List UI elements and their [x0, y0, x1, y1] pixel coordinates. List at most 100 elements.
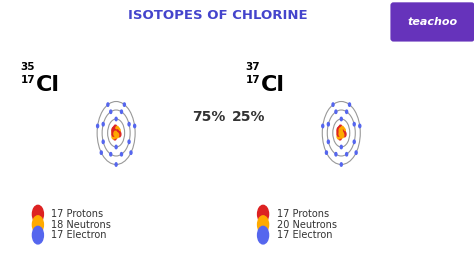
Text: 17: 17 [20, 76, 35, 85]
Ellipse shape [339, 127, 343, 133]
Ellipse shape [341, 130, 344, 135]
Ellipse shape [340, 117, 342, 121]
Ellipse shape [257, 216, 269, 234]
Ellipse shape [340, 128, 343, 133]
Ellipse shape [342, 132, 345, 137]
Ellipse shape [113, 128, 117, 134]
Ellipse shape [348, 103, 351, 106]
Ellipse shape [130, 151, 132, 154]
Ellipse shape [32, 216, 44, 234]
Text: Cl: Cl [261, 76, 285, 95]
Text: 17 Protons: 17 Protons [276, 209, 328, 219]
Text: Cl: Cl [36, 76, 60, 95]
Ellipse shape [343, 132, 346, 137]
Ellipse shape [112, 129, 115, 134]
Ellipse shape [337, 128, 340, 133]
Ellipse shape [114, 125, 117, 130]
Text: teachoo: teachoo [408, 17, 457, 27]
Ellipse shape [353, 140, 355, 143]
Ellipse shape [322, 124, 324, 128]
Ellipse shape [338, 130, 342, 135]
Ellipse shape [116, 130, 118, 135]
Ellipse shape [113, 130, 117, 135]
Ellipse shape [339, 133, 342, 138]
Ellipse shape [341, 126, 344, 132]
Text: 25%: 25% [232, 110, 265, 124]
Ellipse shape [337, 131, 340, 136]
Ellipse shape [340, 128, 343, 133]
Text: 20 Neutrons: 20 Neutrons [276, 220, 337, 230]
Text: 37: 37 [246, 62, 260, 72]
Ellipse shape [114, 127, 118, 133]
Ellipse shape [335, 110, 337, 114]
Ellipse shape [338, 135, 342, 140]
Ellipse shape [112, 131, 115, 136]
Ellipse shape [97, 124, 99, 128]
Ellipse shape [342, 128, 345, 134]
Ellipse shape [114, 130, 118, 135]
Ellipse shape [339, 125, 342, 130]
Ellipse shape [359, 124, 361, 128]
Ellipse shape [115, 131, 118, 136]
Ellipse shape [332, 103, 334, 106]
Ellipse shape [338, 133, 342, 138]
Ellipse shape [115, 132, 118, 138]
Ellipse shape [340, 145, 342, 149]
Ellipse shape [328, 123, 329, 126]
Ellipse shape [339, 131, 342, 136]
Ellipse shape [338, 127, 341, 132]
Ellipse shape [339, 130, 343, 135]
Ellipse shape [115, 127, 118, 132]
Ellipse shape [340, 130, 343, 136]
Ellipse shape [115, 163, 117, 166]
Ellipse shape [112, 129, 115, 135]
Ellipse shape [338, 128, 342, 134]
Ellipse shape [339, 128, 342, 133]
Text: 17: 17 [246, 76, 260, 85]
Ellipse shape [115, 128, 118, 133]
Ellipse shape [115, 131, 118, 136]
Ellipse shape [257, 205, 269, 223]
Ellipse shape [134, 124, 136, 128]
Ellipse shape [339, 131, 342, 136]
Ellipse shape [120, 110, 122, 114]
Ellipse shape [340, 131, 343, 136]
Ellipse shape [115, 128, 118, 133]
Ellipse shape [328, 140, 329, 143]
Ellipse shape [107, 103, 109, 106]
Ellipse shape [116, 126, 119, 132]
Ellipse shape [346, 152, 347, 156]
Text: 17 Protons: 17 Protons [51, 209, 103, 219]
Ellipse shape [32, 205, 44, 223]
Ellipse shape [257, 226, 269, 244]
Ellipse shape [335, 152, 337, 156]
Ellipse shape [102, 123, 104, 126]
Ellipse shape [346, 110, 347, 114]
Ellipse shape [128, 123, 130, 126]
Ellipse shape [114, 131, 117, 136]
Ellipse shape [114, 130, 118, 136]
Ellipse shape [337, 131, 340, 136]
Ellipse shape [355, 151, 357, 154]
Ellipse shape [115, 130, 118, 136]
Ellipse shape [342, 131, 345, 136]
Ellipse shape [339, 132, 342, 138]
Ellipse shape [112, 128, 115, 133]
Ellipse shape [337, 129, 340, 134]
Text: 75%: 75% [192, 110, 225, 124]
Text: ISOTOPES OF CHLORINE: ISOTOPES OF CHLORINE [128, 9, 308, 22]
Ellipse shape [337, 129, 340, 135]
Ellipse shape [340, 127, 343, 132]
Ellipse shape [117, 128, 120, 134]
Ellipse shape [100, 151, 102, 154]
Ellipse shape [112, 134, 115, 139]
Ellipse shape [118, 132, 121, 137]
Ellipse shape [112, 131, 115, 136]
Ellipse shape [115, 145, 117, 149]
Text: 17 Electron: 17 Electron [276, 230, 332, 240]
Ellipse shape [339, 130, 343, 136]
Ellipse shape [340, 131, 343, 136]
Ellipse shape [342, 128, 345, 133]
Ellipse shape [337, 134, 340, 139]
Ellipse shape [340, 163, 342, 166]
